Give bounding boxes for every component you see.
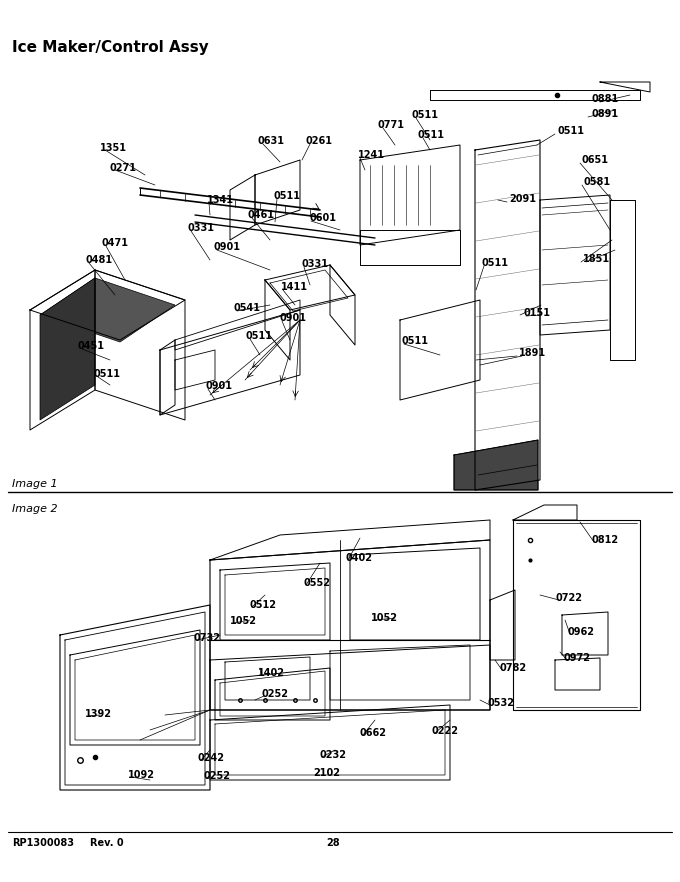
Text: 0471: 0471 bbox=[102, 238, 129, 248]
Text: 0891: 0891 bbox=[591, 109, 618, 119]
Text: Ice Maker/Control Assy: Ice Maker/Control Assy bbox=[12, 40, 209, 55]
Text: 1052: 1052 bbox=[371, 613, 398, 623]
Text: 0901: 0901 bbox=[213, 242, 240, 252]
Text: 0222: 0222 bbox=[432, 726, 459, 736]
Text: 2091: 2091 bbox=[509, 194, 536, 204]
Text: 0662: 0662 bbox=[360, 728, 387, 738]
Text: 0511: 0511 bbox=[418, 130, 445, 140]
Text: 0252: 0252 bbox=[261, 689, 288, 699]
Text: 0901: 0901 bbox=[280, 313, 307, 323]
Text: Rev. 0: Rev. 0 bbox=[90, 838, 124, 848]
Text: 0461: 0461 bbox=[248, 210, 275, 220]
Text: 0972: 0972 bbox=[564, 653, 591, 663]
Text: 0962: 0962 bbox=[567, 627, 594, 637]
Text: 0532: 0532 bbox=[487, 698, 514, 708]
Text: 0261: 0261 bbox=[305, 136, 332, 146]
Text: 28: 28 bbox=[326, 838, 339, 848]
Text: 0511: 0511 bbox=[246, 331, 273, 341]
Text: 0901: 0901 bbox=[205, 381, 232, 391]
Text: 0511: 0511 bbox=[401, 336, 428, 346]
Text: 0732: 0732 bbox=[193, 633, 220, 643]
Text: 1351: 1351 bbox=[100, 143, 127, 153]
Text: 0881: 0881 bbox=[591, 94, 618, 104]
Text: 0511: 0511 bbox=[94, 369, 121, 379]
Text: 1851: 1851 bbox=[583, 254, 610, 264]
Text: 2102: 2102 bbox=[313, 768, 340, 778]
Text: Image 2: Image 2 bbox=[12, 504, 58, 514]
Text: Image 1: Image 1 bbox=[12, 479, 58, 489]
Polygon shape bbox=[40, 278, 95, 420]
Text: 1092: 1092 bbox=[128, 770, 155, 780]
Polygon shape bbox=[40, 278, 175, 342]
Text: 0402: 0402 bbox=[345, 553, 372, 563]
Text: 0722: 0722 bbox=[556, 593, 583, 603]
Text: 0601: 0601 bbox=[310, 213, 337, 223]
Text: 1241: 1241 bbox=[358, 150, 385, 160]
Text: 0271: 0271 bbox=[110, 163, 137, 173]
Polygon shape bbox=[454, 440, 538, 490]
Text: 0151: 0151 bbox=[523, 308, 550, 318]
Text: 0511: 0511 bbox=[481, 258, 508, 268]
Text: 0782: 0782 bbox=[499, 663, 526, 673]
Text: 0511: 0511 bbox=[274, 191, 301, 201]
Text: 0252: 0252 bbox=[204, 771, 231, 781]
Text: 0631: 0631 bbox=[258, 136, 285, 146]
Text: 1052: 1052 bbox=[230, 616, 257, 626]
Text: 0812: 0812 bbox=[591, 535, 618, 545]
Text: 0512: 0512 bbox=[249, 600, 276, 610]
Text: 0581: 0581 bbox=[584, 177, 611, 187]
Text: 1891: 1891 bbox=[519, 348, 546, 358]
Text: 0242: 0242 bbox=[198, 753, 225, 763]
Text: 0511: 0511 bbox=[412, 110, 439, 120]
Text: 0481: 0481 bbox=[85, 255, 112, 265]
Text: 0451: 0451 bbox=[78, 341, 105, 351]
Text: 1411: 1411 bbox=[281, 282, 308, 292]
Text: 0331: 0331 bbox=[302, 259, 329, 269]
Text: 0511: 0511 bbox=[558, 126, 585, 136]
Text: 1392: 1392 bbox=[85, 709, 112, 719]
Text: 0331: 0331 bbox=[187, 223, 214, 233]
Text: 0552: 0552 bbox=[303, 578, 330, 588]
Text: 1341: 1341 bbox=[207, 195, 234, 205]
Text: 1402: 1402 bbox=[258, 668, 285, 678]
Text: 0651: 0651 bbox=[582, 155, 609, 165]
Text: RP1300083: RP1300083 bbox=[12, 838, 74, 848]
Text: 0541: 0541 bbox=[233, 303, 260, 313]
Text: 0232: 0232 bbox=[319, 750, 346, 760]
Text: 0771: 0771 bbox=[378, 120, 405, 130]
